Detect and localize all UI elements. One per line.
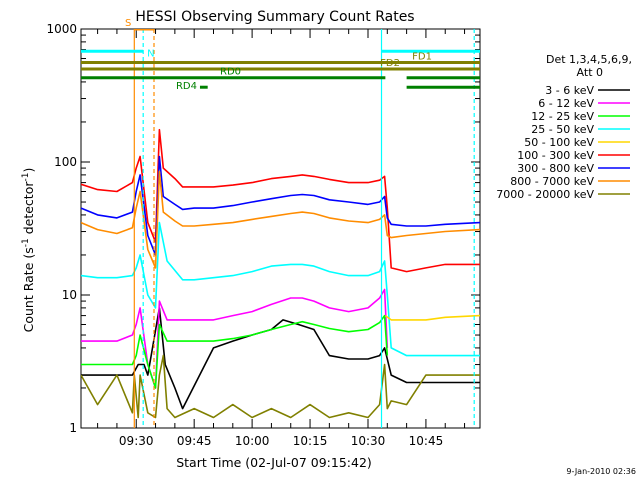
legend-entry-label: 6 - 12 keV (538, 97, 594, 110)
x-tick-label: 10:45 (409, 434, 444, 448)
x-tick-label: 09:30 (119, 434, 154, 448)
legend-title-2: Att 0 (577, 66, 603, 79)
plot-area: 1 10 100 1000 09:30 09:45 10:00 10:15 10:30 10:45… (46, 18, 481, 448)
flag-label: FD1 (412, 51, 432, 62)
y-tick-label: 1 (69, 421, 77, 435)
legend-entry-label: 100 - 300 keV (517, 149, 594, 162)
plot-frame (80, 28, 481, 429)
x-axis-label: Start Time (02-Jul-07 09:15:42) (176, 455, 372, 470)
flag-label: FD2 (380, 58, 400, 69)
series-line (81, 155, 480, 256)
series-line (81, 170, 480, 269)
y-axis-label: Count Rate (s-1 detector-1) (21, 168, 36, 333)
chart-title: HESSI Observing Summary Count Rates (135, 9, 414, 25)
legend-entry-label: 50 - 100 keV (524, 136, 594, 149)
legend-entry-label: 12 - 25 keV (531, 110, 594, 123)
x-tick-label: 10:15 (293, 434, 328, 448)
x-tick-label: 09:45 (177, 434, 212, 448)
flag-label: S (125, 18, 131, 29)
flag-label: RD0 (220, 67, 241, 78)
footer-date: 9-Jan-2010 02:36 (566, 467, 636, 476)
series-line (81, 288, 389, 389)
y-tick-label: 10 (62, 288, 77, 302)
series-line (81, 314, 389, 389)
legend-entry-label: 3 - 6 keV (545, 84, 594, 97)
series-line (384, 314, 480, 321)
flag-label: N (147, 48, 154, 59)
y-tick-label: 100 (54, 155, 77, 169)
series-line (81, 128, 480, 273)
legend-entry-label: 7000 - 20000 keV (496, 188, 594, 201)
series-line (81, 307, 480, 410)
legend-entry-label: 800 - 7000 keV (510, 175, 594, 188)
x-tick-label: 10:30 (351, 434, 386, 448)
y-tick-label: 1000 (46, 22, 77, 36)
legend-entry-label: 25 - 50 keV (531, 123, 594, 136)
x-tick-label: 10:00 (235, 434, 270, 448)
series-group (81, 29, 480, 428)
legend-title-1: Det 1,3,4,5,6,9, (546, 53, 632, 66)
flag-label: RD4 (176, 81, 197, 92)
legend-entry-label: 300 - 800 keV (517, 162, 594, 175)
series-line (81, 221, 480, 357)
series-line (81, 354, 480, 419)
